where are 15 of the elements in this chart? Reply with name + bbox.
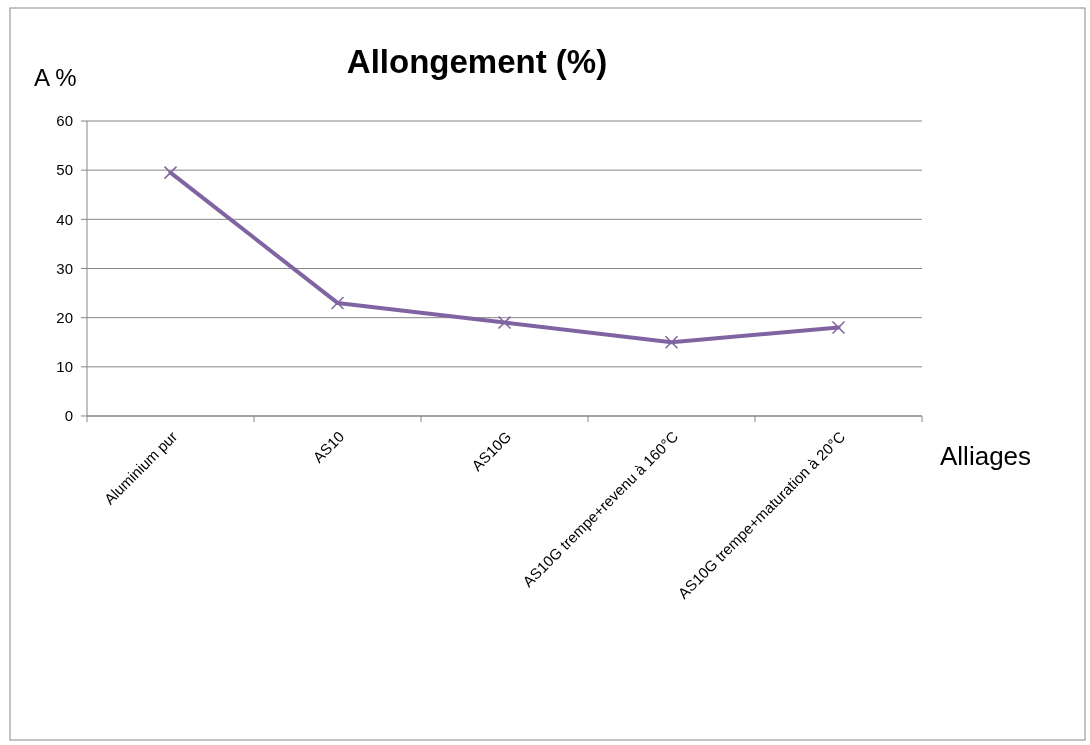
y-tick-label: 50 [56, 161, 73, 179]
y-tick-label: 20 [56, 308, 73, 326]
y-tick-label: 30 [56, 259, 73, 277]
y-axis-title: A % [34, 64, 77, 91]
y-tick-label: 60 [56, 112, 73, 130]
point [330, 296, 345, 310]
point [497, 315, 512, 330]
point [664, 335, 679, 349]
chart-title: Allongement (%) [346, 43, 608, 80]
point [831, 320, 846, 335]
y-tick-label: 40 [56, 210, 73, 228]
point [163, 165, 178, 180]
x-axis-title: Alliages [940, 441, 1032, 471]
y-tick-label: 10 [56, 358, 73, 376]
y-tick-label: 0 [64, 407, 73, 425]
